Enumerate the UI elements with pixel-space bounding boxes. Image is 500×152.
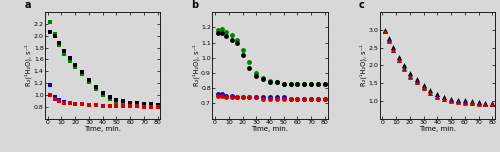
X-axis label: Time, min.: Time, min. — [419, 126, 456, 132]
Y-axis label: R₂(¹H₂O), s⁻¹: R₂(¹H₂O), s⁻¹ — [24, 45, 32, 86]
Text: b: b — [192, 0, 198, 10]
Text: c: c — [359, 0, 364, 10]
Y-axis label: R₂(¹H₂O), s⁻¹: R₂(¹H₂O), s⁻¹ — [192, 45, 200, 86]
X-axis label: Time, min.: Time, min. — [252, 126, 288, 132]
X-axis label: Time, min.: Time, min. — [84, 126, 121, 132]
Y-axis label: R₂(¹H₂O), s⁻¹: R₂(¹H₂O), s⁻¹ — [360, 45, 367, 86]
Text: a: a — [24, 0, 30, 10]
